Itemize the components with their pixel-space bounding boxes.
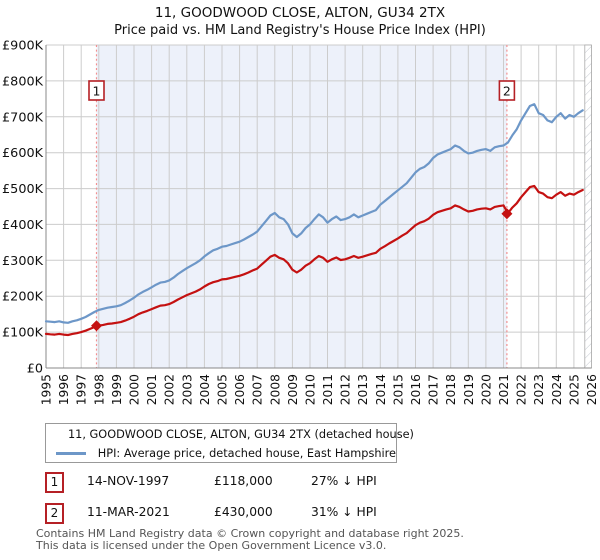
svg-text:2015: 2015	[391, 374, 405, 405]
svg-text:2002: 2002	[163, 374, 177, 405]
transaction-1-hpi-diff: 27% ↓ HPI	[311, 474, 377, 488]
svg-text:2008: 2008	[268, 374, 282, 405]
svg-text:£800K: £800K	[2, 74, 44, 89]
hpi-line	[44, 103, 584, 324]
transaction-row-1: 1 14-NOV-1997 £118,000 27% ↓ HPI	[45, 472, 585, 493]
svg-text:2026: 2026	[585, 374, 599, 405]
svg-text:2010: 2010	[304, 374, 318, 405]
sale-marker-1	[91, 320, 102, 332]
legend-item-price-paid: 11, GOODWOOD CLOSE, ALTON, GU34 2TX (det…	[46, 425, 414, 444]
svg-text:2017: 2017	[427, 374, 441, 405]
footer-line-2: This data is licensed under the Open Gov…	[36, 538, 387, 552]
chart-legend: 11, GOODWOOD CLOSE, ALTON, GU34 2TX (det…	[45, 423, 414, 463]
svg-text:1: 1	[93, 84, 101, 99]
svg-text:£300K: £300K	[2, 254, 44, 269]
license-note: Contains HM Land Registry data © Crown c…	[36, 528, 464, 551]
svg-text:2022: 2022	[515, 374, 529, 405]
svg-text:2025: 2025	[567, 374, 581, 405]
svg-text:2009: 2009	[286, 374, 300, 405]
legend-item-hpi: HPI: Average price, detached house, East…	[46, 444, 396, 463]
hpi-line-swatch	[56, 452, 86, 455]
price-history-chart: 1 2 £0 £100K £200K £300K £400K £500K £600K £700K £…	[2, 39, 599, 406]
svg-text:£500K: £500K	[2, 182, 44, 197]
transaction-1-date: 14-NOV-1997	[87, 474, 170, 488]
legend-label-hpi: HPI: Average price, detached house, East…	[97, 447, 396, 460]
svg-text:2023: 2023	[532, 374, 546, 405]
svg-text:2021: 2021	[497, 374, 511, 405]
transaction-2-number-box: 2	[45, 503, 64, 524]
svg-text:1997: 1997	[75, 374, 89, 405]
page-subtitle: Price paid vs. HM Land Registry's House …	[114, 23, 486, 38]
price-paid-line	[44, 184, 584, 337]
svg-text:£400K: £400K	[2, 218, 44, 233]
svg-text:2: 2	[503, 84, 511, 99]
svg-text:1995: 1995	[40, 374, 54, 405]
svg-text:1996: 1996	[57, 374, 71, 405]
transaction-2-date: 11-MAR-2021	[87, 505, 170, 519]
svg-text:1998: 1998	[92, 374, 106, 405]
svg-text:2005: 2005	[216, 374, 230, 405]
svg-text:£100K: £100K	[2, 326, 44, 341]
svg-text:2004: 2004	[198, 374, 212, 405]
page-title: 11, GOODWOOD CLOSE, ALTON, GU34 2TX	[154, 5, 446, 21]
svg-text:1999: 1999	[110, 374, 124, 405]
svg-text:2018: 2018	[444, 374, 458, 405]
svg-text:2019: 2019	[462, 374, 476, 405]
svg-text:£700K: £700K	[2, 110, 44, 125]
svg-text:£200K: £200K	[2, 290, 44, 305]
svg-text:2020: 2020	[479, 374, 493, 405]
svg-text:2003: 2003	[180, 374, 194, 405]
svg-text:£900K: £900K	[2, 39, 44, 54]
sale-flag-1	[88, 80, 105, 101]
svg-text:2012: 2012	[339, 374, 353, 405]
transaction-row-2: 2 11-MAR-2021 £430,000 31% ↓ HPI	[45, 503, 585, 524]
svg-text:2006: 2006	[233, 374, 247, 405]
transaction-2-hpi-diff: 31% ↓ HPI	[311, 505, 377, 519]
svg-text:2000: 2000	[128, 374, 142, 405]
svg-text:2024: 2024	[550, 374, 564, 405]
legend-label-price-paid: 11, GOODWOOD CLOSE, ALTON, GU34 2TX (det…	[68, 428, 414, 441]
svg-text:£600K: £600K	[2, 146, 44, 161]
svg-text:2007: 2007	[251, 374, 265, 405]
sale-marker-2	[501, 208, 513, 220]
transaction-1-number-box: 1	[45, 472, 64, 493]
footer-line-1: Contains HM Land Registry data © Crown c…	[36, 527, 464, 540]
sale-flag-2	[498, 80, 516, 101]
svg-text:2011: 2011	[321, 374, 335, 405]
svg-text:2016: 2016	[409, 374, 423, 405]
transaction-1-price: £118,000	[214, 474, 273, 488]
svg-text:2014: 2014	[374, 374, 388, 405]
transaction-2-price: £430,000	[214, 505, 273, 519]
between-sales-shading	[96, 45, 507, 368]
svg-text:2001: 2001	[145, 374, 159, 405]
svg-text:2013: 2013	[356, 374, 370, 405]
future-hatch-region	[584, 44, 592, 369]
svg-text:£0: £0	[27, 362, 43, 377]
